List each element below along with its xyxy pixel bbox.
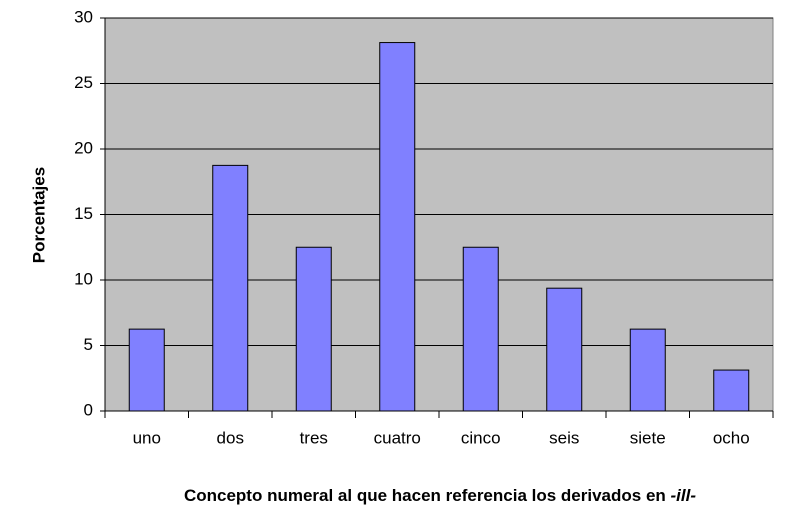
x-tick-label: cuatro: [374, 428, 421, 447]
x-tick-label: cinco: [461, 428, 501, 447]
y-tick-label: 15: [74, 204, 93, 223]
x-tick-label: seis: [549, 428, 579, 447]
bar: [128, 328, 165, 412]
bar: [462, 246, 499, 412]
bar: [546, 287, 583, 412]
bar: [379, 42, 416, 412]
x-axis-label-text: Concepto numeral al que hacen referencia…: [184, 486, 671, 505]
y-tick-label: 30: [74, 7, 93, 26]
bar: [629, 328, 666, 412]
x-tick-label: ocho: [713, 428, 750, 447]
x-axis-label-italic: -ill-: [671, 486, 697, 505]
x-axis-label: Concepto numeral al que hacen referencia…: [184, 486, 696, 505]
y-axis-label: Porcentajes: [29, 167, 48, 263]
y-tick-label: 10: [74, 269, 93, 288]
y-tick-label: 0: [84, 400, 93, 419]
bar: [713, 369, 750, 412]
x-tick-label: uno: [133, 428, 161, 447]
y-tick-label: 25: [74, 73, 93, 92]
bar: [212, 164, 249, 412]
y-tick-label: 5: [84, 335, 93, 354]
x-tick-label: siete: [630, 428, 666, 447]
bar: [295, 246, 332, 412]
x-tick-label: tres: [300, 428, 328, 447]
x-tick-label: dos: [217, 428, 244, 447]
y-tick-label: 20: [74, 138, 93, 157]
